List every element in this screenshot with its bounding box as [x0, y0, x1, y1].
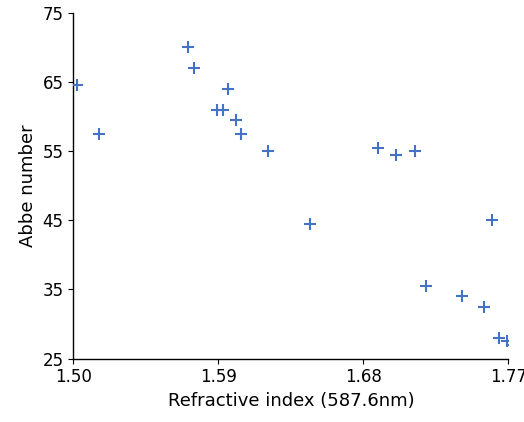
Point [480, 303, 488, 310]
Point [264, 148, 272, 154]
Point [183, 44, 192, 51]
Point [213, 106, 221, 113]
Point [190, 65, 199, 71]
Point [95, 130, 103, 137]
Point [509, 341, 517, 348]
Point [237, 130, 245, 137]
Y-axis label: Abbe number: Abbe number [19, 124, 37, 247]
Point [374, 144, 382, 151]
Point [512, 349, 520, 355]
Point [411, 148, 419, 154]
X-axis label: Refractive index (587.6nm): Refractive index (587.6nm) [168, 392, 414, 410]
Point [495, 335, 503, 341]
Point [457, 293, 466, 300]
Point [232, 116, 240, 123]
Point [391, 151, 400, 158]
Point [503, 338, 511, 345]
Point [306, 220, 314, 227]
Point [422, 283, 430, 289]
Point [219, 106, 227, 113]
Point [488, 217, 496, 224]
Point [72, 82, 81, 89]
Point [224, 85, 232, 92]
